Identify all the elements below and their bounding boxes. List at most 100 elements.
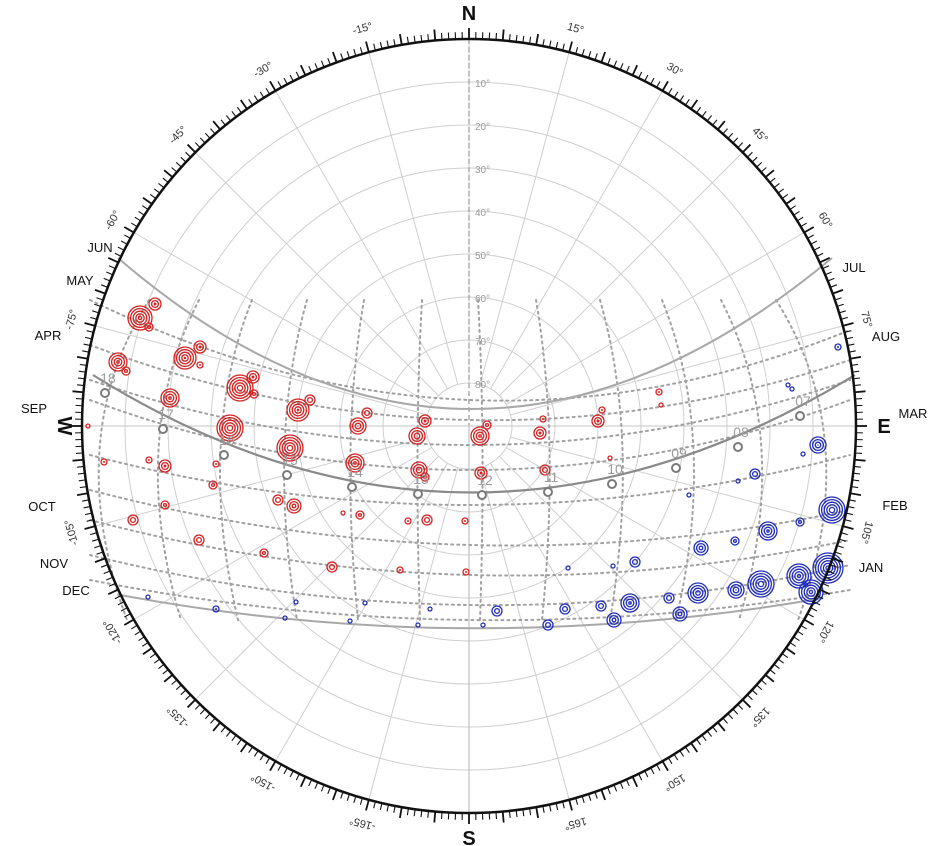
degree-tick xyxy=(667,757,673,765)
radiation-marker xyxy=(361,407,373,419)
hour-label: 07 xyxy=(795,393,811,409)
degree-tick xyxy=(420,34,423,42)
degree-tick xyxy=(656,81,661,88)
degree-tick xyxy=(433,811,437,823)
radiation-marker xyxy=(160,388,180,408)
marker-ring xyxy=(663,592,675,604)
degree-tick xyxy=(186,699,196,709)
radiation-marker xyxy=(246,370,260,384)
radiation-marker xyxy=(121,366,131,376)
marker-ring xyxy=(806,587,816,597)
degree-tick xyxy=(756,161,763,168)
degree-tick xyxy=(320,784,325,792)
marker-ring xyxy=(814,554,842,582)
degree-tick xyxy=(727,132,734,139)
radiation-marker xyxy=(795,517,805,527)
degree-tick xyxy=(756,684,763,691)
marker-ring xyxy=(797,519,803,525)
degree-tick xyxy=(77,465,85,468)
marker-ring xyxy=(665,594,673,602)
degree-tick xyxy=(638,773,643,781)
hour-line xyxy=(477,299,484,621)
degree-tick xyxy=(108,265,116,270)
degree-tick xyxy=(607,57,611,65)
marker-ring xyxy=(611,617,617,623)
degree-tick xyxy=(851,485,859,489)
degree-tick xyxy=(253,95,259,102)
degree-tick xyxy=(522,35,525,43)
marker-ring xyxy=(674,608,686,620)
degree-tick xyxy=(79,363,87,367)
degree-tick xyxy=(644,74,649,82)
marker-ring xyxy=(600,408,604,412)
degree-tick xyxy=(180,156,187,163)
degree-tick xyxy=(848,499,856,502)
marker-ring xyxy=(340,510,346,516)
degree-tick xyxy=(737,142,744,148)
marker-ring xyxy=(544,621,552,629)
azimuth-label: -45° xyxy=(167,124,190,147)
degree-tick xyxy=(696,738,702,746)
marker-ring xyxy=(766,529,770,533)
marker-ring xyxy=(196,361,204,369)
degree-tick xyxy=(800,624,808,630)
date-line xyxy=(89,554,851,607)
degree-tick xyxy=(365,41,370,53)
degree-tick xyxy=(78,479,86,482)
marker-ring xyxy=(249,389,259,399)
degree-tick xyxy=(600,789,606,801)
marker-ring xyxy=(462,568,470,576)
degree-tick xyxy=(853,384,861,387)
degree-tick xyxy=(210,717,216,724)
degree-tick xyxy=(594,53,598,61)
hour-marker xyxy=(413,489,423,499)
radiation-marker xyxy=(598,406,606,414)
degree-tick xyxy=(162,177,169,183)
hour-label: 18 xyxy=(100,370,116,386)
degree-tick xyxy=(722,128,728,135)
degree-tick xyxy=(248,99,254,106)
marker-ring xyxy=(561,605,569,613)
marker-ring xyxy=(482,420,492,430)
degree-tick xyxy=(661,80,669,92)
marker-ring xyxy=(695,542,707,554)
degree-tick xyxy=(142,641,149,647)
degree-tick xyxy=(114,595,122,600)
degree-tick xyxy=(163,169,174,178)
degree-tick xyxy=(679,95,685,102)
degree-tick xyxy=(732,708,739,715)
degree-tick xyxy=(785,647,796,656)
degree-tick xyxy=(840,532,848,536)
month-label: DEC xyxy=(62,583,89,598)
degree-tick xyxy=(568,41,573,53)
degree-tick xyxy=(106,271,113,276)
sun-path-curves xyxy=(92,257,856,630)
degree-tick xyxy=(185,151,191,158)
marker-ring xyxy=(749,572,773,596)
degree-tick xyxy=(656,764,661,771)
marker-ring xyxy=(752,575,770,593)
marker-ring xyxy=(362,600,368,606)
marker-ring xyxy=(476,468,486,478)
radiation-marker xyxy=(226,374,254,402)
radiation-marker xyxy=(259,548,269,558)
degree-tick xyxy=(171,679,178,685)
degree-tick xyxy=(819,588,831,596)
month-label: JAN xyxy=(859,560,884,575)
degree-tick xyxy=(427,810,430,818)
marker-ring xyxy=(286,398,310,422)
degree-tick xyxy=(781,653,789,659)
marker-ring xyxy=(420,416,430,426)
marker-ring xyxy=(160,388,180,408)
radiation-marker xyxy=(462,568,470,576)
degree-tick xyxy=(853,472,861,475)
marker-ring xyxy=(686,492,692,498)
degree-tick xyxy=(269,80,277,92)
radiation-marker xyxy=(693,540,709,556)
marker-ring xyxy=(278,436,302,460)
marker-ring xyxy=(727,581,745,599)
north-label: N xyxy=(462,3,476,25)
marker-ring xyxy=(814,441,822,449)
radiation-marker xyxy=(727,581,745,599)
degree-tick xyxy=(353,795,357,803)
